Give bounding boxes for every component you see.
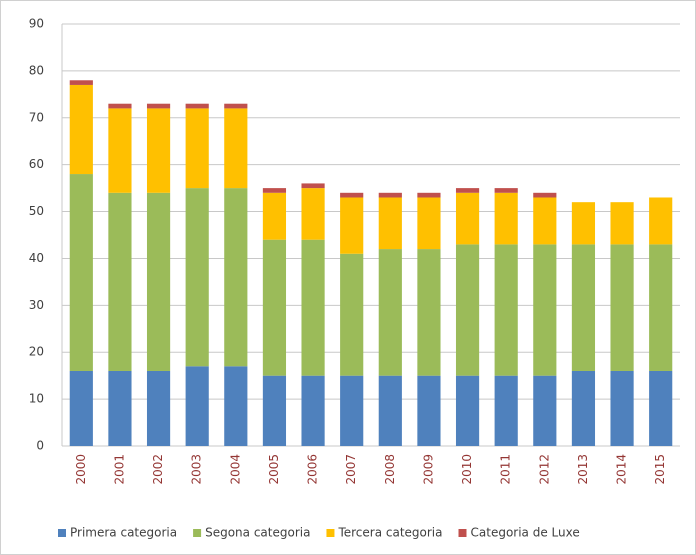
bar-segment: [533, 197, 557, 245]
x-tick-label: 2002: [151, 454, 165, 485]
bar-segment: [224, 188, 248, 367]
legend-label: Categoria de Luxe: [471, 526, 580, 540]
bar-segment: [224, 366, 248, 446]
bar-segment: [340, 197, 364, 254]
bar-segment: [146, 370, 171, 446]
legend-swatch: [326, 529, 335, 537]
legend-swatch: [458, 529, 467, 537]
bar-segment: [301, 188, 325, 240]
bar-segment: [185, 188, 209, 367]
y-tick-label: 90: [29, 17, 44, 31]
bar-segment: [340, 253, 364, 376]
bar-segment: [649, 197, 673, 245]
bar-segment: [455, 375, 480, 446]
bar-segment: [301, 183, 325, 189]
y-tick-label: 50: [29, 204, 44, 218]
bar-segment: [108, 103, 132, 109]
x-tick-label: 2014: [615, 454, 629, 485]
y-tick-label: 80: [29, 63, 44, 77]
legend-label: Tercera categoria: [337, 526, 442, 540]
x-tick-label: 2008: [383, 454, 397, 485]
x-tick-label: 2000: [74, 454, 88, 485]
bar-segment: [108, 370, 132, 446]
x-tick-label: 2011: [499, 454, 513, 485]
y-tick-label: 70: [29, 110, 44, 124]
bar-segment: [571, 244, 596, 371]
bar-segment: [417, 375, 441, 446]
x-tick-label: 2005: [267, 454, 281, 485]
x-tick-label: 2012: [537, 454, 551, 485]
bar-segment: [378, 249, 402, 376]
bar-segment: [262, 375, 287, 446]
bar-segment: [224, 108, 248, 189]
bar-segment: [494, 375, 518, 446]
x-tick-label: 2004: [228, 454, 242, 485]
bar-segment: [533, 192, 557, 198]
x-tick-label: 2003: [190, 454, 204, 485]
bar-segment: [417, 249, 441, 376]
legend-label: Segona categoria: [205, 526, 310, 540]
bar-segment: [185, 366, 209, 446]
bar-segment: [69, 80, 93, 85]
y-tick-label: 30: [29, 298, 44, 312]
bar-segment: [455, 188, 480, 193]
bar-segment: [378, 375, 402, 446]
bar-segment: [649, 370, 673, 446]
bar-segment: [494, 192, 518, 245]
legend-label: Primera categoria: [70, 526, 177, 540]
bar-segment: [185, 103, 209, 109]
bar-segment: [378, 197, 402, 250]
bar-segment: [146, 108, 171, 193]
bar-segment: [533, 244, 557, 376]
bar-segment: [69, 370, 93, 446]
bar-segment: [494, 188, 518, 193]
x-tick-label: 2001: [112, 454, 126, 485]
y-tick-label: 40: [29, 251, 44, 265]
bar-segment: [455, 244, 480, 376]
x-tick-label: 2009: [421, 454, 435, 485]
bar-segment: [610, 244, 634, 371]
y-tick-label: 20: [29, 345, 44, 359]
legend-swatch: [58, 529, 66, 537]
bar-segment: [146, 103, 171, 109]
bar-segment: [610, 370, 634, 446]
bar-segment: [262, 239, 287, 376]
y-tick-label: 10: [29, 392, 44, 406]
bar-segment: [571, 202, 596, 245]
x-tick-label: 2007: [344, 454, 358, 485]
bar-segment: [301, 375, 325, 446]
bar-segment: [224, 103, 248, 109]
x-tick-label: 2010: [460, 454, 474, 485]
y-tick-label: 0: [36, 439, 44, 453]
bar-segment: [533, 375, 557, 446]
bar-segment: [455, 192, 480, 245]
x-tick-label: 2015: [653, 454, 667, 485]
x-tick-label: 2006: [306, 454, 320, 485]
bar-segment: [262, 188, 287, 193]
bar-segment: [108, 192, 132, 371]
bar-segment: [108, 108, 132, 193]
bar-segment: [417, 192, 441, 198]
x-tick-label: 2013: [576, 454, 590, 485]
bar-segment: [494, 244, 518, 376]
bar-segment: [417, 197, 441, 250]
bar-segment: [69, 174, 93, 371]
bar-segment: [340, 375, 364, 446]
bar-segment: [378, 192, 402, 198]
bar-segment: [571, 370, 596, 446]
bar-segment: [301, 239, 325, 376]
bar-segment: [340, 192, 364, 198]
legend-swatch: [193, 529, 202, 537]
bar-segment: [262, 192, 287, 240]
bar-segment: [649, 244, 673, 371]
y-tick-label: 60: [29, 157, 44, 171]
bar-segment: [185, 108, 209, 189]
bar-segment: [146, 192, 171, 371]
bar-segment: [610, 202, 634, 245]
bar-segment: [69, 84, 93, 175]
